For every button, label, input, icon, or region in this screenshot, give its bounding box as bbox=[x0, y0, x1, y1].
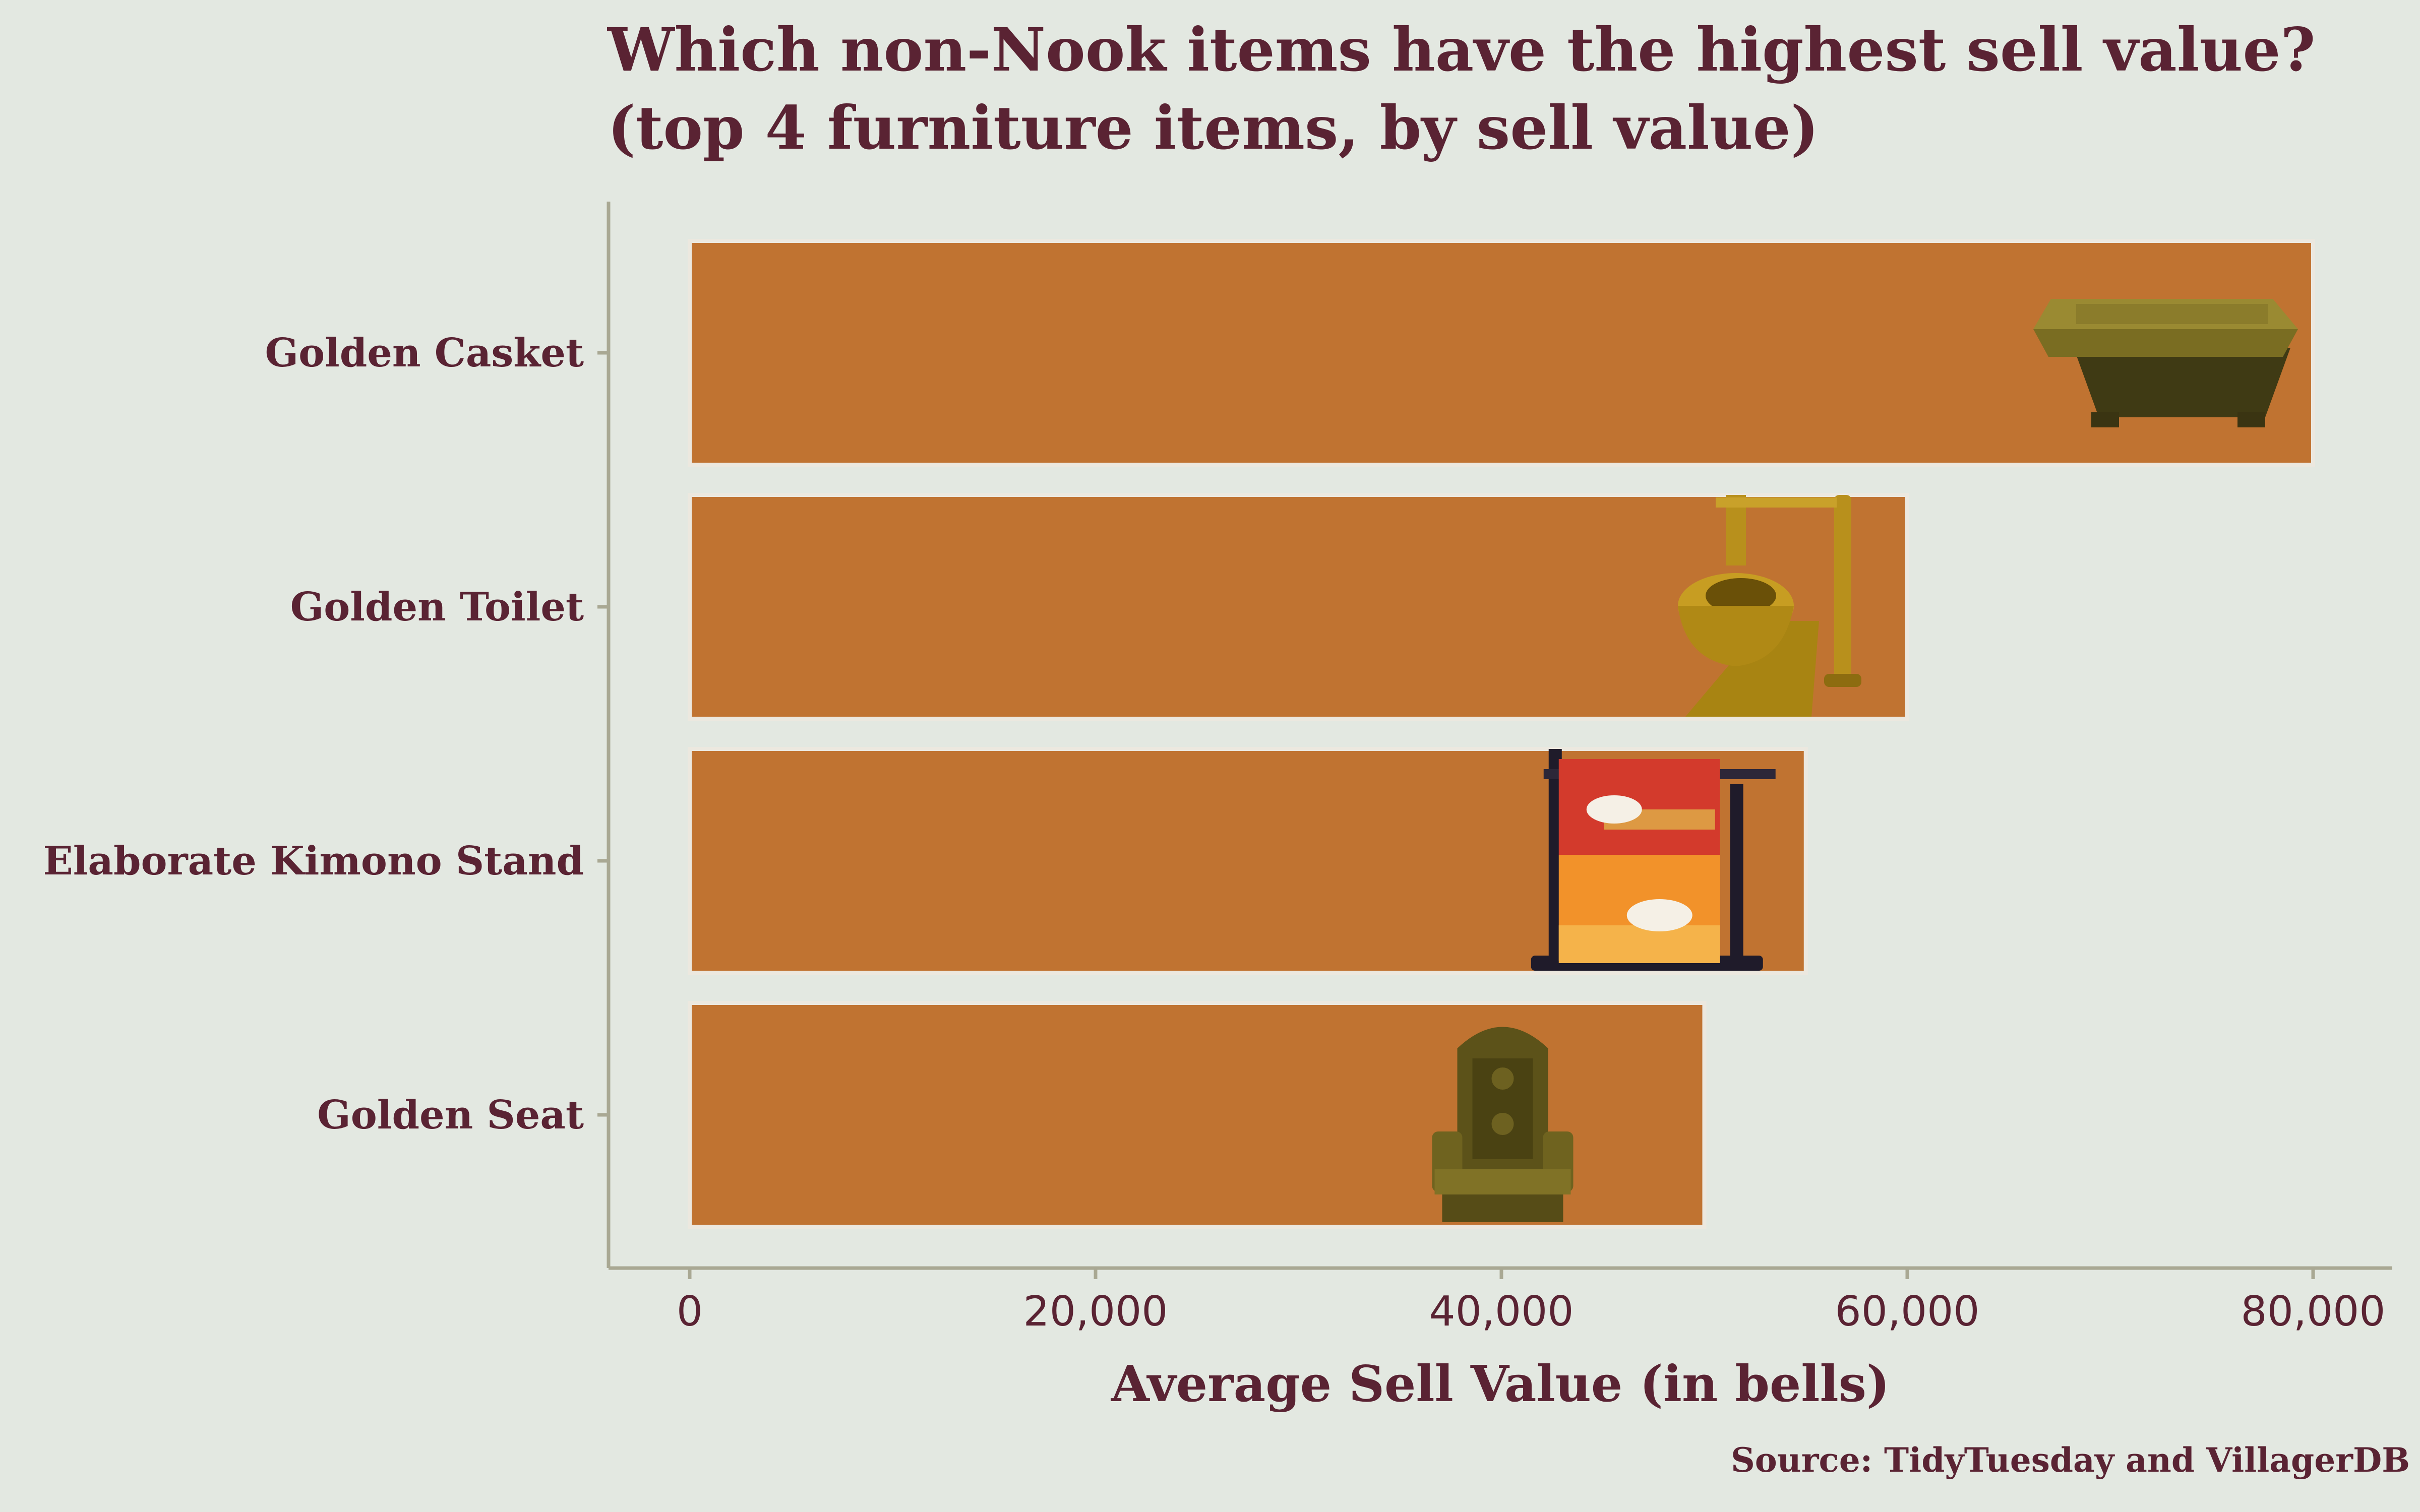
golden-toilet-icon bbox=[1678, 495, 1861, 717]
x-tick-label: 20,000 bbox=[1023, 1288, 1168, 1336]
y-tick-label: Golden Casket bbox=[265, 330, 584, 376]
source-caption: Source: TidyTuesday and VillagerDB bbox=[1731, 1440, 2410, 1480]
x-axis-title: Average Sell Value (in bells) bbox=[1111, 1355, 1890, 1413]
chart-title-line-2: (top 4 furniture items, by sell value) bbox=[608, 93, 1819, 163]
golden-seat-icon bbox=[1432, 1027, 1574, 1222]
y-axis-labels: Golden Casket Golden Toilet Elaborate Kimo… bbox=[43, 330, 609, 1138]
y-tick-label: Elaborate Kimono Stand bbox=[43, 838, 584, 884]
icons-layer bbox=[1432, 299, 2298, 1222]
x-tick-label: 60,000 bbox=[1835, 1288, 1980, 1336]
y-tick-label: Golden Toilet bbox=[290, 584, 584, 630]
x-tick-label: 80,000 bbox=[2241, 1288, 2386, 1336]
x-axis-ticks: 0 20,000 40,000 60,000 80,000 bbox=[677, 1268, 2386, 1336]
chart-title-line-1: Which non-Nook items have the highest se… bbox=[607, 15, 2316, 85]
golden-casket-icon bbox=[2033, 299, 2298, 427]
bar bbox=[688, 239, 2315, 467]
x-tick-label: 0 bbox=[677, 1288, 703, 1336]
kimono-stand-icon bbox=[1531, 749, 1776, 971]
chart-title: Which non-Nook items have the highest se… bbox=[607, 15, 2316, 163]
x-tick-label: 40,000 bbox=[1429, 1288, 1574, 1336]
y-tick-label: Golden Seat bbox=[317, 1092, 584, 1138]
